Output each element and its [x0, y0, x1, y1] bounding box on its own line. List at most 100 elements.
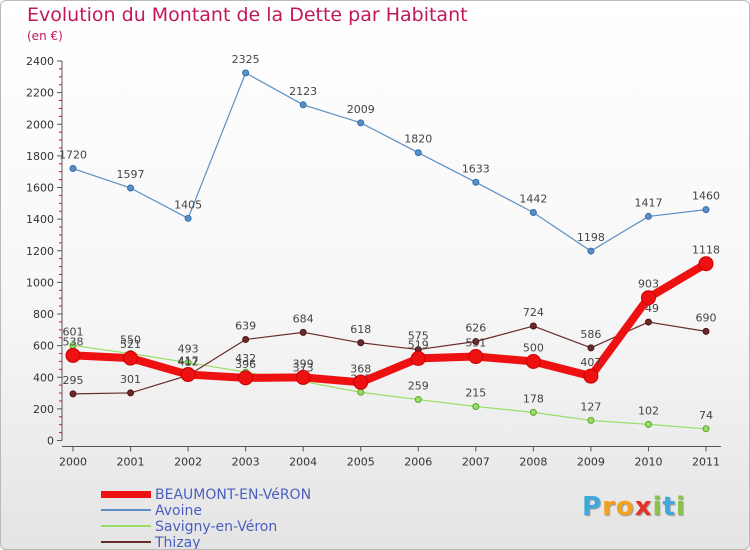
- series-3-point: [640, 290, 656, 306]
- series-3-point: [698, 256, 714, 272]
- series-0-data-label: 2009: [347, 103, 375, 116]
- series-3-data-label: 500: [523, 341, 544, 354]
- series-2-data-label: 626: [465, 322, 486, 335]
- legend-swatch-savigny: [101, 525, 151, 527]
- series-3-point: [123, 350, 139, 366]
- series-3-data-label: 519: [408, 338, 429, 351]
- legend-swatch-avoine: [101, 509, 151, 511]
- series-3-point: [525, 353, 541, 369]
- legend: BEAUMONT-EN-VéRON Avoine Savigny-en-Véro…: [101, 487, 361, 550]
- series-2-point: [299, 328, 307, 336]
- series-0-data-label: 1820: [404, 133, 432, 146]
- x-tick-label: 2011: [692, 456, 720, 469]
- y-tick-label: 1600: [26, 182, 54, 195]
- series-3-data-label: 368: [350, 362, 371, 375]
- series-3-point: [65, 347, 81, 363]
- series-3-point: [295, 369, 311, 385]
- series-2-point: [472, 338, 480, 346]
- y-tick-label: 0: [47, 435, 54, 448]
- legend-label-thizay: Thizay: [155, 535, 201, 550]
- series-3-point: [238, 370, 254, 386]
- series-2-data-label: 295: [63, 374, 84, 387]
- x-tick-label: 2000: [59, 456, 87, 469]
- x-tick-label: 2004: [289, 456, 317, 469]
- series-2-data-label: 684: [293, 312, 314, 325]
- series-3-data-label: 407: [580, 356, 601, 369]
- series-1-point: [587, 416, 595, 424]
- y-tick-label: 2400: [26, 55, 54, 68]
- logo-letter: r: [602, 492, 616, 522]
- y-tick-label: 1400: [26, 213, 54, 226]
- series-3-point: [583, 368, 599, 384]
- series-0-point: [127, 184, 135, 192]
- series-0-line: [72, 72, 707, 252]
- series-1-data-label: 127: [580, 400, 601, 413]
- series-2-point: [529, 322, 537, 330]
- series-1-point: [414, 396, 422, 404]
- series-2-data-label: 412: [178, 355, 199, 368]
- series-1-point: [472, 403, 480, 411]
- series-1-data-label: 432: [235, 352, 256, 365]
- series-0-point: [414, 149, 422, 157]
- series-0-point: [242, 69, 250, 77]
- series-0-point: [184, 214, 192, 222]
- series-2-line: [72, 321, 707, 395]
- series-0-point: [472, 178, 480, 186]
- series-1-point: [357, 388, 365, 396]
- logo-letter: x: [634, 492, 653, 522]
- legend-label-beaumont: BEAUMONT-EN-VéRON: [155, 487, 312, 503]
- series-2-point: [644, 318, 652, 326]
- series-0-data-label: 2325: [232, 53, 260, 66]
- series-3-point: [180, 367, 196, 383]
- series-3-data-label: 531: [465, 337, 486, 350]
- series-1-point: [702, 425, 710, 433]
- series-3-point: [468, 349, 484, 365]
- series-2-data-label: 586: [580, 328, 601, 341]
- series-0-data-label: 1417: [634, 196, 662, 209]
- x-tick-label: 2010: [634, 456, 662, 469]
- series-3-data-label: 538: [63, 335, 84, 348]
- series-0-point: [69, 165, 77, 173]
- y-tick-label: 1800: [26, 150, 54, 163]
- proxiti-logo: Proxiti: [582, 492, 686, 522]
- chart-subtitle: (en €): [27, 29, 63, 43]
- series-1-data-label: 215: [465, 387, 486, 400]
- series-0-data-label: 2123: [289, 85, 317, 98]
- series-1-data-label: 601: [63, 325, 84, 338]
- series-2-point: [69, 390, 77, 398]
- series-3-data-label: 1118: [692, 244, 720, 257]
- series-3-line: [69, 259, 710, 387]
- legend-item-savigny: Savigny-en-Véron: [101, 519, 361, 535]
- series-0-point: [299, 101, 307, 109]
- y-tick-label: 200: [33, 403, 54, 416]
- x-tick-label: 2003: [232, 456, 260, 469]
- series-0-data-label: 1633: [462, 162, 490, 175]
- series-2-point: [587, 344, 595, 352]
- y-tick-label: 400: [33, 371, 54, 384]
- series-2-point: [702, 327, 710, 335]
- series-1-point: [644, 420, 652, 428]
- series-0-data-label: 1597: [117, 168, 145, 181]
- series-2-point: [127, 389, 135, 397]
- series-0-data-label: 1442: [519, 192, 547, 205]
- series-1-data-label: 178: [523, 392, 544, 405]
- series-3-data-label: 396: [235, 358, 256, 371]
- legend-swatch-beaumont: [101, 491, 151, 498]
- series-2-data-label: 618: [350, 323, 371, 336]
- series-0-point: [702, 206, 710, 214]
- series-0-point: [644, 212, 652, 220]
- x-tick-label: 2002: [174, 456, 202, 469]
- series-0-data-label: 1460: [692, 190, 720, 203]
- series-1-data-label: 74: [699, 409, 713, 422]
- y-tick-label: 1200: [26, 245, 54, 258]
- logo-letter: P: [582, 492, 603, 522]
- series-0-point: [357, 119, 365, 127]
- series-2-data-label: 724: [523, 306, 544, 319]
- legend-swatch-thizay: [101, 541, 151, 543]
- x-tick-label: 2009: [577, 456, 605, 469]
- series-3-data-label: 417: [178, 355, 199, 368]
- series-0-data-label: 1405: [174, 198, 202, 211]
- y-tick-label: 2200: [26, 87, 54, 100]
